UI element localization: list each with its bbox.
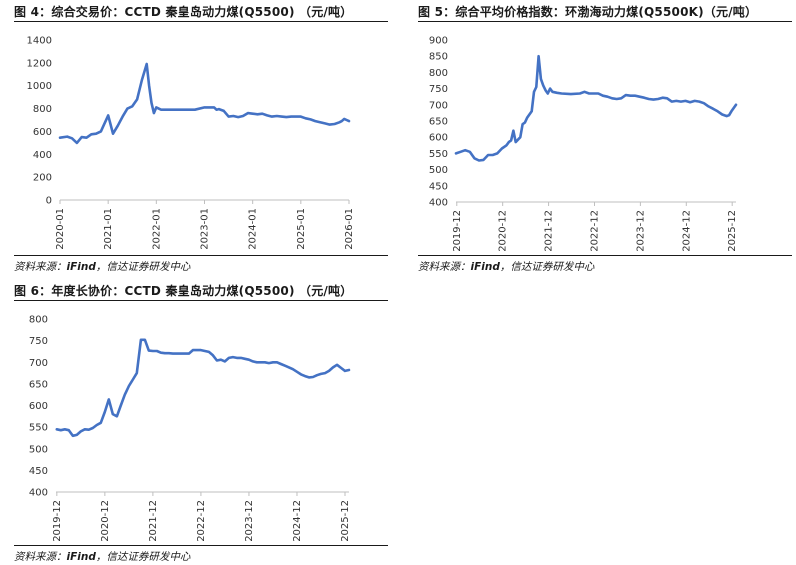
- y-tick-label: 200: [33, 173, 52, 184]
- x-tick-label: 2026-01: [344, 208, 355, 250]
- series-line: [55, 338, 351, 438]
- x-tick-label: 2024-12: [681, 210, 692, 252]
- source-suffix: ，信达证券研发中心: [95, 261, 191, 273]
- y-tick-label: 450: [429, 181, 448, 192]
- y-tick-label: 750: [429, 84, 448, 95]
- figure-title: 图 4：综合交易价：CCTD 秦皇岛动力煤(Q5500) （元/吨）: [14, 4, 388, 22]
- y-tick-label: 850: [429, 52, 448, 63]
- figure-source: 资料来源：iFind，信达证券研发中心: [14, 545, 388, 564]
- line-chart-6: 400 450 500 550 600 650 700 750 800 2019-12 2020-1…: [29, 315, 351, 542]
- x-tick-label: 2021-12: [148, 500, 159, 542]
- y-tick-label: 800: [33, 104, 52, 115]
- y-tick-label: 900: [429, 36, 448, 47]
- x-tick-label: 2025-01: [296, 208, 307, 250]
- y-tick-label: 450: [29, 466, 48, 477]
- x-tick-label: 2023-12: [244, 500, 255, 542]
- line-chart-5: 400 450 500 550 600 650 700 750 800 850 900 2019-12…: [429, 36, 738, 252]
- x-tick-label: 2021-12: [544, 210, 555, 252]
- x-tick-label: 2025-12: [727, 210, 738, 252]
- y-tick-label: 600: [429, 133, 448, 144]
- y-tick-label: 750: [29, 336, 48, 347]
- series-line: [58, 62, 351, 145]
- figure-6: 图 6：年度长协价：CCTD 秦皇岛动力煤(Q5500) （元/吨） 400 45…: [14, 283, 388, 563]
- x-tick-label: 2022-01: [151, 208, 162, 250]
- x-tick-label: 2020-12: [100, 500, 111, 542]
- y-tick-label: 0: [46, 196, 52, 207]
- figure-5: 图 5：综合平均价格指数：环渤海动力煤(Q5500K)（元/吨） 400 450 5…: [418, 4, 792, 274]
- y-tick-label: 1000: [27, 81, 52, 92]
- y-tick-label: 800: [29, 315, 48, 326]
- y-tick-label: 550: [429, 149, 448, 160]
- y-tick-label: 600: [29, 401, 48, 412]
- x-tick-label: 2024-01: [248, 208, 259, 250]
- source-suffix: ，信达证券研发中心: [95, 551, 191, 563]
- y-tick-label: 700: [429, 100, 448, 111]
- source-brand: iFind: [66, 261, 96, 273]
- x-tick-label: 2019-12: [52, 500, 63, 542]
- x-tick-label: 2025-12: [340, 500, 351, 542]
- y-tick-label: 400: [29, 488, 48, 499]
- source-prefix: 资料来源：: [14, 551, 67, 563]
- source-suffix: ，信达证券研发中心: [499, 261, 595, 273]
- x-tick-label: 2019-12: [452, 210, 463, 252]
- y-tick-label: 800: [429, 68, 448, 79]
- x-tick-label: 2020-12: [498, 210, 509, 252]
- source-brand: iFind: [66, 551, 96, 563]
- line-chart-4: 0 200 400 600 800 1000 1200 1400 2020-01 2021-01 2…: [27, 36, 355, 250]
- figure-source: 资料来源：iFind，信达证券研发中心: [418, 255, 792, 274]
- x-tick-label: 2023-01: [200, 208, 211, 250]
- y-tick-label: 500: [29, 444, 48, 455]
- source-prefix: 资料来源：: [418, 261, 471, 273]
- y-tick-label: 1200: [27, 58, 52, 69]
- figure-title: 图 6：年度长协价：CCTD 秦皇岛动力煤(Q5500) （元/吨）: [14, 283, 388, 301]
- source-brand: iFind: [470, 261, 500, 273]
- series-line: [454, 54, 738, 162]
- y-tick-label: 400: [33, 150, 52, 161]
- y-tick-label: 1400: [27, 36, 52, 47]
- y-tick-label: 600: [33, 127, 52, 138]
- x-tick-label: 2022-12: [589, 210, 600, 252]
- x-tick-label: 2021-01: [103, 208, 114, 250]
- y-tick-label: 500: [429, 165, 448, 176]
- figure-source: 资料来源：iFind，信达证券研发中心: [14, 255, 388, 274]
- figure-4: 图 4：综合交易价：CCTD 秦皇岛动力煤(Q5500) （元/吨） 0 200 4…: [14, 4, 388, 274]
- x-tick-label: 2022-12: [196, 500, 207, 542]
- y-tick-label: 400: [429, 198, 448, 209]
- y-tick-label: 650: [29, 379, 48, 390]
- y-tick-label: 700: [29, 358, 48, 369]
- x-tick-label: 2024-12: [292, 500, 303, 542]
- x-tick-label: 2023-12: [635, 210, 646, 252]
- source-prefix: 资料来源：: [14, 261, 67, 273]
- figure-title: 图 5：综合平均价格指数：环渤海动力煤(Q5500K)（元/吨）: [418, 4, 792, 22]
- y-tick-label: 550: [29, 423, 48, 434]
- x-tick-label: 2020-01: [55, 208, 66, 250]
- y-tick-label: 650: [429, 117, 448, 128]
